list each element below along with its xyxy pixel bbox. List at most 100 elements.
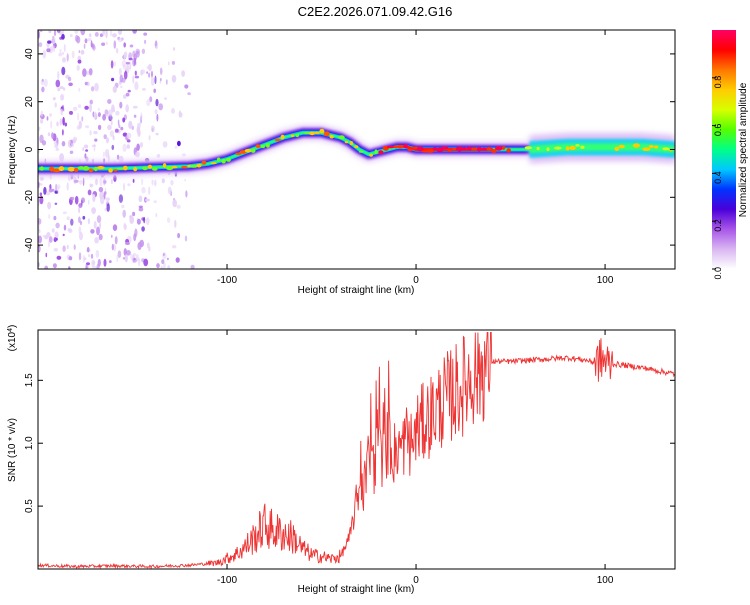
- noise-dot: [79, 220, 83, 226]
- noise-dot: [146, 99, 151, 107]
- noise-dot: [103, 134, 107, 140]
- noise-dot: [132, 50, 136, 58]
- noise-dot: [94, 32, 99, 37]
- noise-dot: [52, 36, 56, 45]
- noise-dot: [76, 64, 80, 71]
- snr-content: [38, 332, 675, 569]
- noise-dot: [114, 128, 119, 133]
- noise-dot: [47, 240, 51, 248]
- noise-dot: [143, 32, 148, 36]
- noise-dot: [85, 264, 88, 269]
- noise-dot: [96, 226, 100, 236]
- spectrogram-x-tick-label: 0: [413, 275, 419, 286]
- noise-dot: [53, 247, 59, 252]
- noise-dot: [121, 204, 125, 209]
- noise-dot: [97, 107, 100, 111]
- noise-dot: [126, 132, 132, 139]
- spectrogram-y-tick-label: -20: [24, 190, 35, 205]
- noise-dot: [46, 191, 51, 196]
- noise-dot: [133, 114, 137, 118]
- ridge-hotspot: [122, 165, 128, 171]
- noise-dot: [153, 88, 156, 94]
- noise-dot: [103, 191, 107, 195]
- noise-dot: [47, 132, 51, 137]
- noise-dot: [88, 68, 93, 76]
- noise-dot: [90, 40, 93, 48]
- noise-dot: [119, 74, 124, 83]
- noise-dot: [89, 183, 94, 188]
- ridge-hotspot: [575, 144, 580, 147]
- noise-dot: [80, 49, 85, 55]
- noise-dot: [45, 252, 48, 258]
- ridge-hotspot: [133, 166, 138, 172]
- noise-dot: [146, 71, 149, 74]
- noise-dot: [127, 89, 131, 93]
- noise-dot: [51, 132, 54, 139]
- noise-dot: [125, 61, 130, 65]
- ridge-hotspot: [416, 146, 424, 152]
- noise-dot: [101, 42, 106, 46]
- noise-dot: [139, 121, 142, 125]
- ridge-hotspot: [403, 144, 408, 149]
- snr-y-axis-label: SNR (10 * v/v): [7, 418, 18, 482]
- noise-dot: [49, 113, 52, 117]
- noise-dot: [187, 92, 191, 96]
- ridge-hotspot: [344, 140, 349, 144]
- noise-dot: [178, 110, 182, 118]
- ridge-hotspot: [265, 143, 270, 148]
- noise-dot: [47, 201, 52, 210]
- ridge-hotspot: [653, 145, 659, 149]
- noise-dot: [144, 39, 147, 45]
- noise-dot: [123, 182, 125, 191]
- noise-dot: [174, 145, 178, 149]
- ridge-hotspot: [435, 147, 444, 152]
- noise-dot: [129, 61, 132, 70]
- noise-dot: [48, 30, 51, 33]
- noise-dot: [138, 195, 143, 203]
- noise-dot: [42, 50, 46, 59]
- ridge-hotspot: [614, 146, 620, 151]
- noise-dot: [118, 37, 123, 43]
- noise-dot: [142, 88, 146, 91]
- snr-y-scale-label: (x104): [7, 325, 19, 352]
- noise-dot: [171, 108, 175, 114]
- ridge-hotspot: [319, 128, 325, 134]
- noise-dot: [39, 192, 43, 196]
- noise-dot: [156, 154, 161, 158]
- noise-dot: [84, 153, 87, 159]
- noise-dot: [171, 74, 177, 83]
- noise-dot: [82, 147, 85, 151]
- noise-dot: [62, 211, 67, 215]
- noise-dot: [59, 48, 62, 53]
- noise-dot: [59, 86, 64, 90]
- noise-dot: [68, 82, 73, 87]
- noise-dot: [69, 150, 74, 154]
- noise-dot: [39, 30, 43, 33]
- noise-dot: [74, 195, 79, 205]
- spectrogram-y-tick-label: -40: [24, 237, 35, 252]
- noise-dot: [69, 34, 73, 38]
- noise-dot: [48, 214, 51, 219]
- noise-dot: [172, 47, 176, 51]
- noise-dot: [69, 196, 75, 201]
- ridge-hotspot: [190, 164, 198, 168]
- noise-dot: [51, 45, 56, 51]
- noise-dot: [167, 186, 172, 195]
- noise-dot: [62, 116, 65, 126]
- noise-dot: [87, 199, 90, 205]
- noise-dot: [111, 104, 115, 113]
- noise-dot: [125, 92, 130, 97]
- noise-dot: [107, 99, 112, 104]
- noise-dot: [47, 40, 52, 44]
- noise-dot: [155, 45, 158, 50]
- ridge-hotspot: [52, 168, 61, 173]
- ridge-hotspot: [618, 144, 625, 149]
- noise-dot: [38, 218, 42, 225]
- noise-dot: [117, 30, 123, 35]
- noise-dot: [120, 126, 124, 131]
- noise-dot: [172, 245, 177, 249]
- noise-dot: [185, 190, 188, 198]
- noise-dot: [74, 30, 79, 34]
- noise-dot: [155, 98, 159, 107]
- ridge-hotspot: [260, 144, 265, 149]
